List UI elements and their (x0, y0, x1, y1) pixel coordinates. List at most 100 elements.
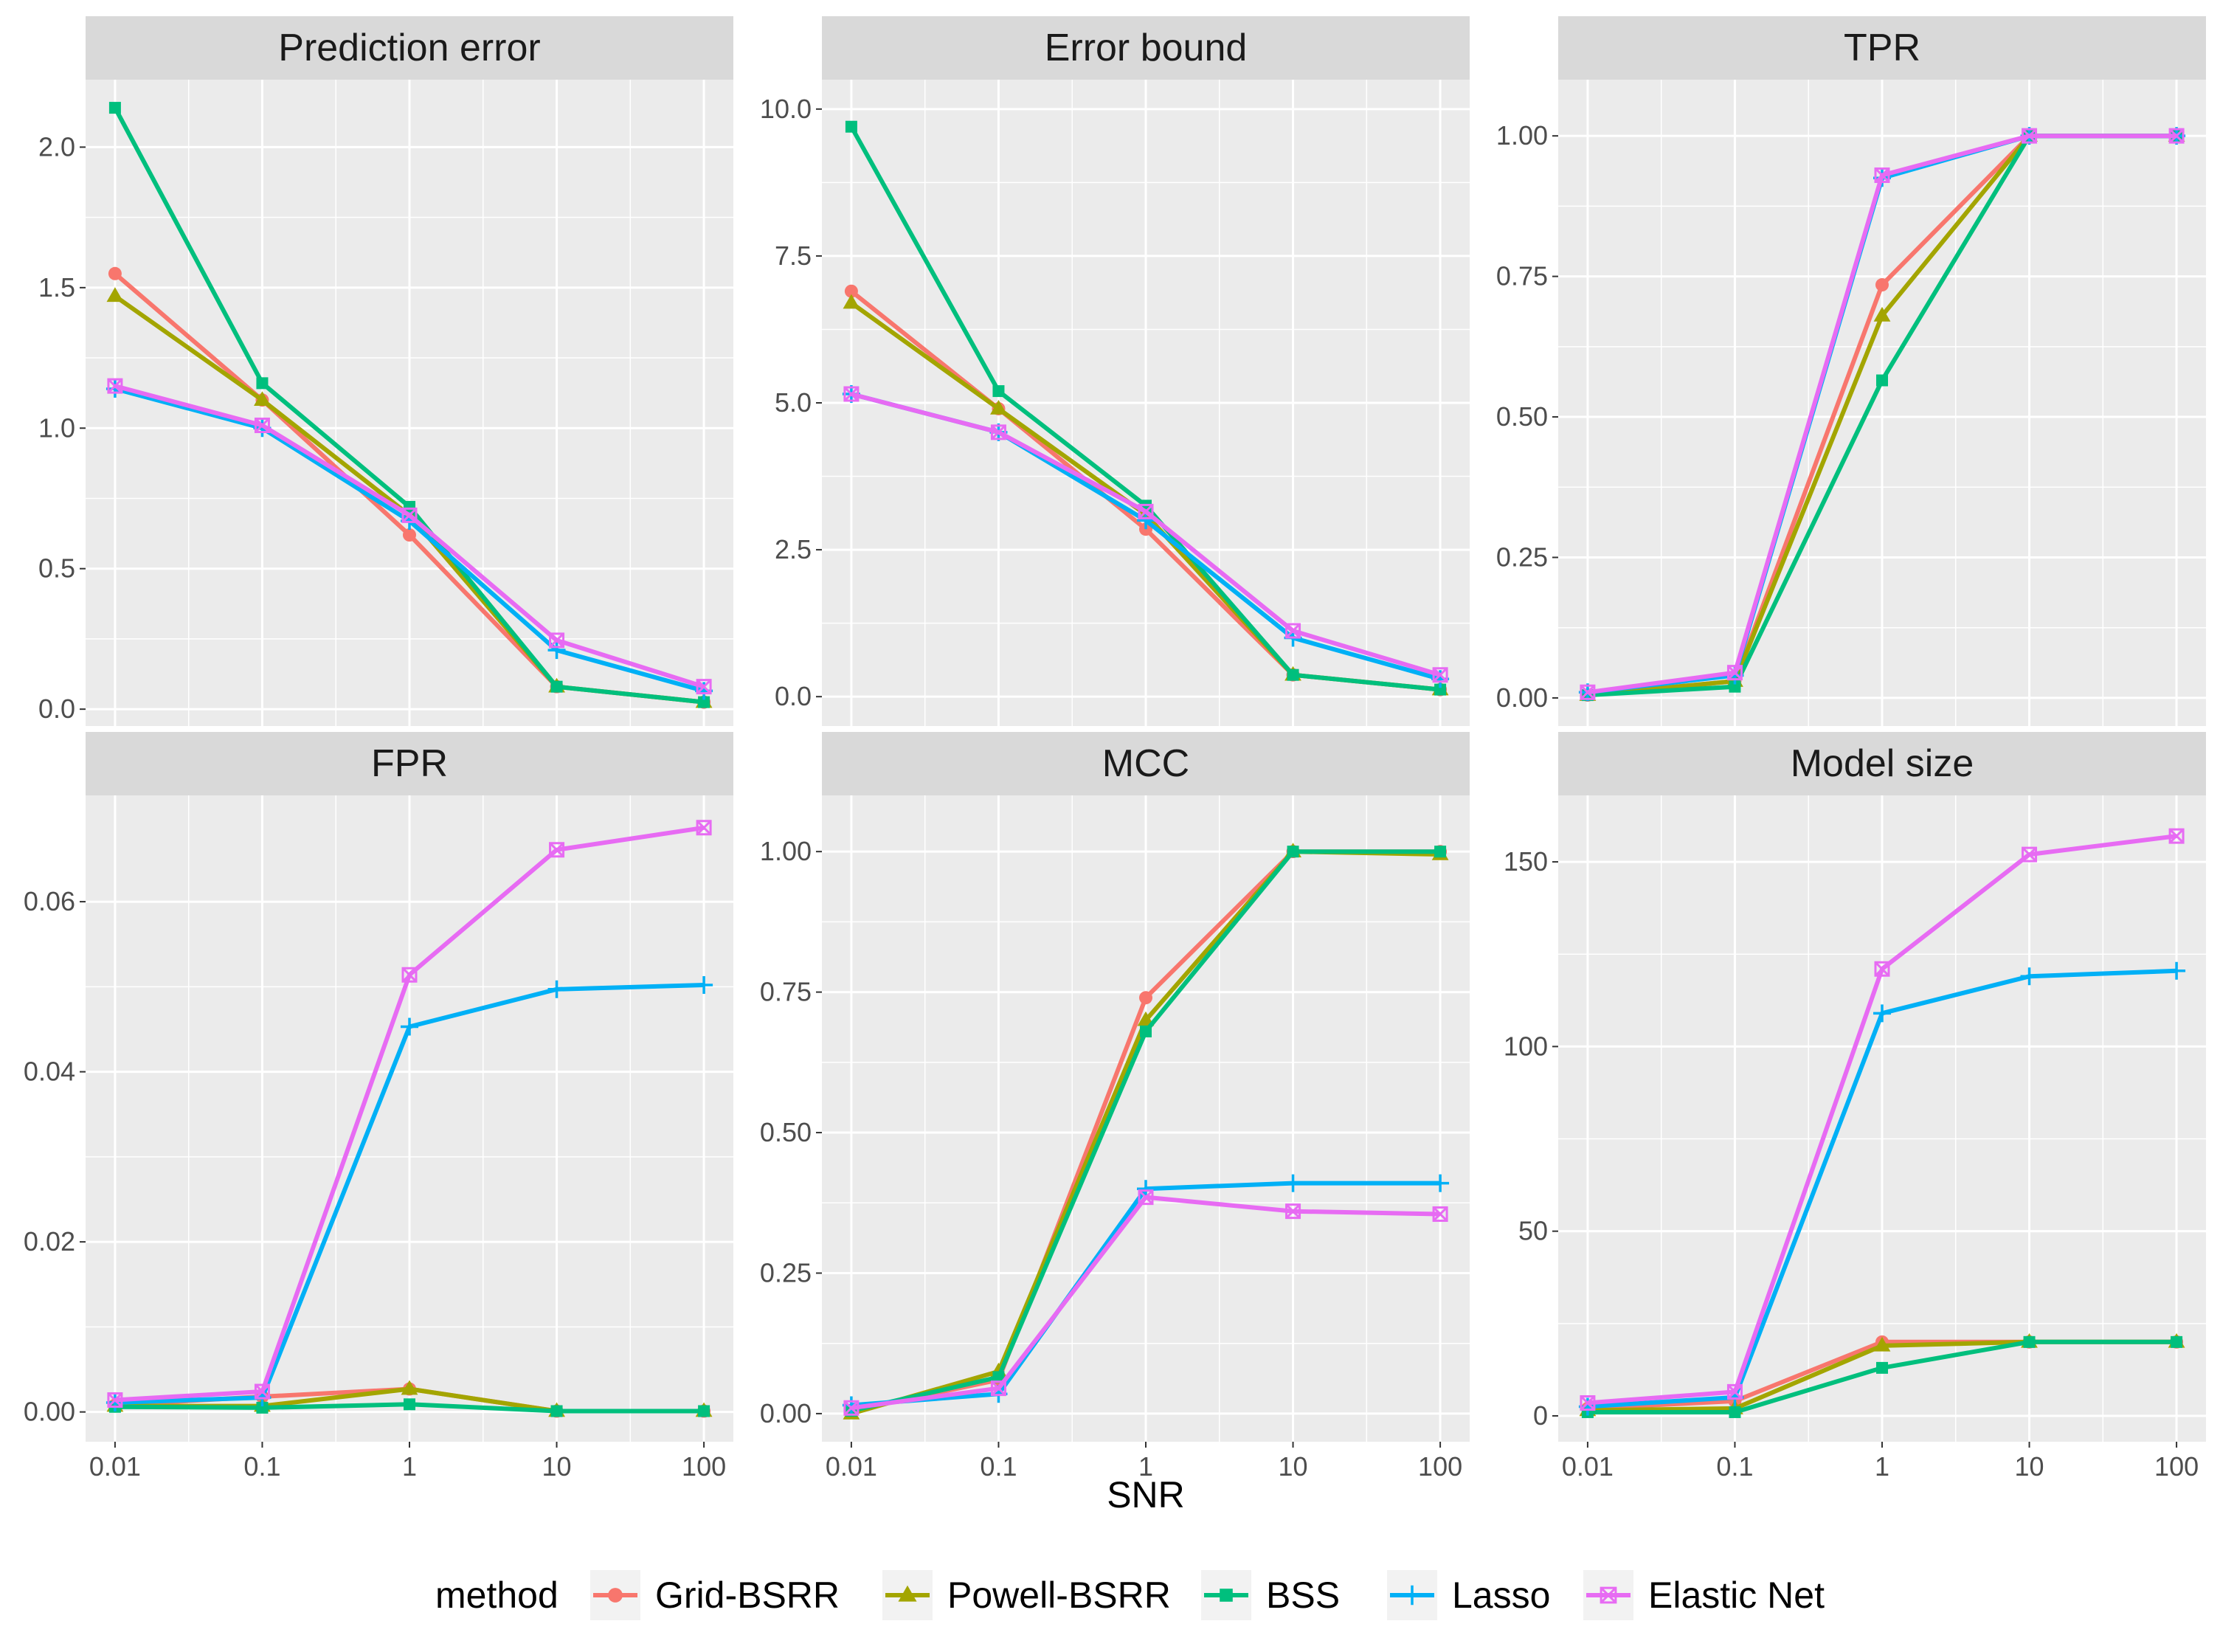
legend-marker (608, 1588, 623, 1603)
data-point (1138, 503, 1154, 519)
x-tick-label: 100 (1418, 1451, 1462, 1482)
data-point (1726, 1383, 1743, 1400)
data-point (2022, 846, 2038, 863)
data-point (2171, 1335, 2183, 1348)
x-axis-title: SNR (1107, 1474, 1185, 1516)
legend-title: method (435, 1575, 559, 1616)
data-point (550, 680, 563, 693)
panel-strip (1558, 732, 2206, 795)
data-point (108, 266, 122, 280)
data-point (1287, 846, 1299, 858)
legend-item-elastic-net: Elastic Net (1583, 1570, 1825, 1620)
data-point (2020, 967, 2039, 986)
data-point (1138, 1189, 1154, 1206)
y-tick-label: 0.02 (24, 1226, 75, 1257)
data-point (1874, 961, 1890, 977)
data-point (843, 1400, 860, 1416)
y-tick-label: 1.00 (760, 836, 812, 866)
panel-fpr: FPR 0.00 0.02 0.04 0.06 0.01 0.1 1 10 100 (24, 732, 733, 1482)
panel-prediction-error: Prediction error 0.0 0.5 1.0 1.5 2.0 (38, 16, 733, 726)
data-point (2023, 1335, 2036, 1348)
x-tick-label: 1 (1138, 1451, 1153, 1482)
data-point (2168, 828, 2185, 844)
data-point (1873, 1004, 1891, 1023)
data-point (1729, 680, 1741, 693)
y-tick-label: 1.5 (38, 272, 75, 303)
legend: method Grid-BSRR Powell-BSRR BSS Lasso Elasti… (435, 1570, 1825, 1620)
y-tick-label: 0 (1533, 1400, 1548, 1431)
data-point (404, 500, 415, 513)
data-point (107, 378, 123, 394)
data-point (1137, 1180, 1155, 1198)
data-point (2168, 961, 2186, 980)
panel-tpr: TPR 0.00 0.25 0.50 0.75 1.00 (1496, 16, 2206, 726)
data-point (1137, 1011, 1155, 1026)
x-tick-label: 100 (2154, 1451, 2199, 1482)
y-tick-label: 0.0 (38, 694, 75, 724)
y-tick-label: 0.5 (38, 553, 75, 584)
data-point (1875, 278, 1889, 292)
legend-label: Lasso (1452, 1575, 1550, 1616)
data-point (2022, 128, 2038, 144)
data-point (1580, 1394, 1596, 1411)
data-point (990, 1380, 1006, 1397)
data-point (549, 842, 565, 858)
x-tick-label: 0.1 (980, 1451, 1017, 1482)
x-tick-label: 100 (682, 1451, 726, 1482)
data-point (254, 417, 270, 433)
y-tick-label: 7.5 (775, 241, 812, 271)
data-point (1873, 306, 1891, 322)
data-point (992, 1371, 1005, 1383)
data-point (1873, 1336, 1891, 1352)
data-point (1580, 684, 1596, 700)
x-tick-label: 0.01 (826, 1451, 877, 1482)
data-point (1432, 1206, 1448, 1222)
y-tick-label: 5.0 (775, 387, 812, 418)
data-point (1284, 1174, 1302, 1192)
y-tick-label: 50 (1518, 1216, 1548, 1246)
series-elastic-net (1580, 828, 2185, 1411)
data-point (1140, 1025, 1152, 1037)
legend-item-bss: BSS (1201, 1570, 1340, 1620)
y-tick-label: 0.00 (1496, 682, 1548, 713)
panel-title: Prediction error (278, 27, 540, 69)
data-point (256, 377, 269, 390)
data-point (1876, 1361, 1888, 1374)
x-tick-label: 0.01 (89, 1451, 141, 1482)
y-tick-label: 0.00 (760, 1398, 812, 1428)
panel-strip (822, 732, 1470, 795)
data-point (107, 1392, 123, 1409)
y-tick-label: 100 (1504, 1031, 1548, 1061)
x-tick-label: 1 (1875, 1451, 1889, 1482)
x-tick-label: 0.01 (1562, 1451, 1614, 1482)
data-point (108, 102, 121, 114)
data-point (843, 294, 860, 309)
legend-marker (1402, 1585, 1422, 1606)
data-point (1285, 623, 1301, 639)
data-point (698, 696, 710, 708)
panel-title: TPR (1844, 27, 1920, 69)
x-tick-label: 0.1 (1716, 1451, 1753, 1482)
y-tick-label: 2.5 (775, 534, 812, 564)
panel-mcc: MCC 0.00 0.25 0.50 0.75 1.00 0.01 0.1 1 10 100 (760, 732, 1470, 1482)
series-elastic-net (843, 1189, 1448, 1416)
panel-model-size: Model size 0 50 100 150 0.01 0.1 1 10 100 (1504, 732, 2206, 1482)
data-point (1434, 846, 1447, 858)
y-tick-label: 150 (1504, 846, 1548, 877)
data-point (1876, 374, 1888, 387)
y-tick-label: 2.0 (38, 131, 75, 162)
y-tick-label: 0.25 (1496, 542, 1548, 572)
y-tick-label: 0.50 (1496, 401, 1548, 432)
series-elastic-net (843, 386, 1448, 683)
y-tick-label: 0.75 (1496, 261, 1548, 291)
series-bss (108, 102, 710, 708)
data-point (696, 679, 712, 695)
legend-label: Powell-BSRR (947, 1575, 1171, 1616)
data-point (550, 1405, 563, 1417)
data-point (1431, 1174, 1450, 1192)
data-point (256, 1401, 269, 1414)
panel-title: Error bound (1045, 27, 1248, 69)
y-tick-label: 10.0 (760, 94, 812, 124)
series-elastic-net (1580, 128, 2185, 700)
